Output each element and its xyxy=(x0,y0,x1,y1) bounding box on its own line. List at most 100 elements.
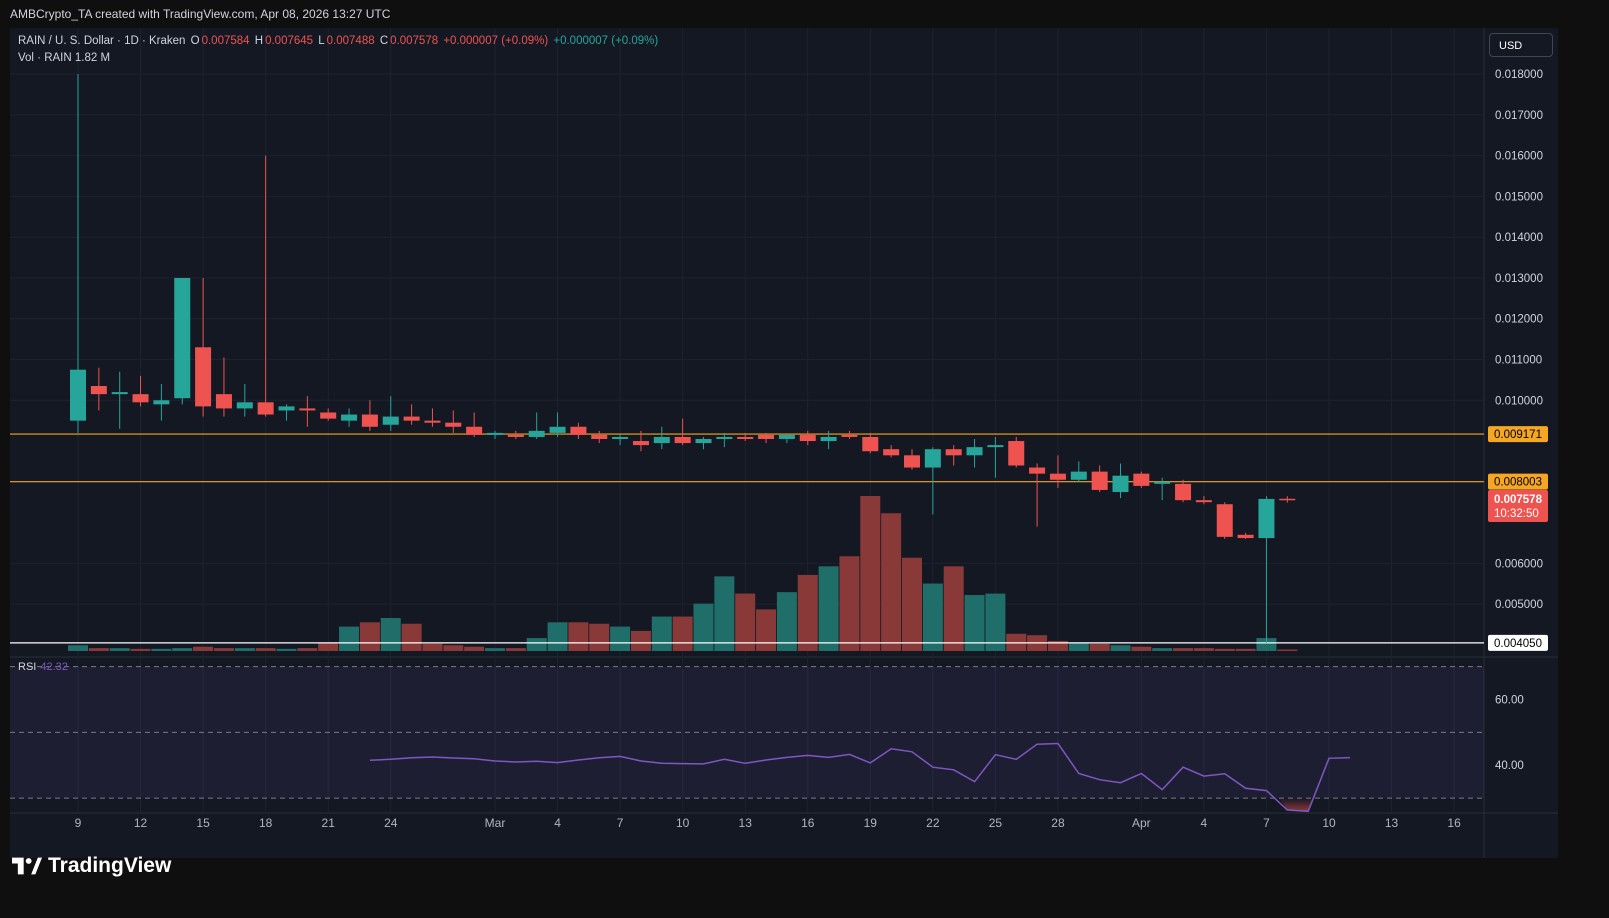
candle-body xyxy=(674,436,691,444)
x-tick-label: 16 xyxy=(1447,816,1461,830)
change-value-2: +0.000007 (+0.09%) xyxy=(553,35,659,47)
candle-body xyxy=(1154,481,1171,484)
y-tick-label: 0.011000 xyxy=(1495,355,1542,367)
candle-body xyxy=(1258,498,1275,539)
high-label: H xyxy=(254,35,264,47)
resistance-1-tag-bg xyxy=(1488,426,1548,443)
rsi-label[interactable]: RSI xyxy=(18,661,37,673)
tradingview-logo[interactable]: TradingView xyxy=(12,854,171,878)
volume-bar xyxy=(276,648,297,651)
resistance-1-tag: 0.009171 xyxy=(1494,429,1542,441)
brand-name: TradingView xyxy=(48,854,172,877)
candle-body xyxy=(257,402,274,415)
volume-bar xyxy=(505,648,526,651)
attribution-text: AMBCrypto_TA created with TradingView.co… xyxy=(10,7,391,21)
candle-body xyxy=(799,434,816,442)
candle-body xyxy=(758,434,775,439)
x-tick-label: 24 xyxy=(384,816,398,830)
volume-bar xyxy=(172,648,193,651)
y-tick-label: 0.005000 xyxy=(1495,599,1543,611)
x-tick-label: 13 xyxy=(1385,816,1399,830)
candle-body xyxy=(1237,534,1254,539)
volume-bar xyxy=(88,648,109,651)
volume-bar xyxy=(1214,648,1235,651)
x-tick-label: 16 xyxy=(801,816,815,830)
volume-bar xyxy=(1068,642,1089,651)
volume-bar xyxy=(193,646,214,651)
volume-bar xyxy=(151,648,172,651)
candle-body xyxy=(424,420,441,423)
close-label: C xyxy=(379,35,389,47)
currency-button[interactable]: USD xyxy=(1489,33,1553,57)
current-price-tag: 0.007578 xyxy=(1494,494,1543,506)
y-tick-label: 0.010000 xyxy=(1495,395,1543,407)
x-tick-label: 4 xyxy=(1201,816,1208,830)
candlesticks xyxy=(70,74,1296,643)
candle-body xyxy=(70,369,86,421)
candle-body xyxy=(966,447,983,456)
x-tick-label: 15 xyxy=(196,816,210,830)
volume-bar xyxy=(1110,645,1131,651)
ohlc-legend: RAIN / U. S. Dollar · 1D · Kraken O 0.007… xyxy=(18,35,660,47)
price-tags: 0.009171 0.008003 0.004050 0.007578 10:32:50 xyxy=(1488,426,1548,651)
candle-body xyxy=(841,434,858,437)
horizontal-levels[interactable] xyxy=(10,433,1484,644)
candle-body xyxy=(778,434,795,439)
x-tick-label: 7 xyxy=(617,816,624,830)
x-tick-label: 18 xyxy=(259,816,273,830)
volume-bar xyxy=(443,645,464,651)
y-tick-label: 0.013000 xyxy=(1495,273,1543,285)
y-tick-label: 0.012000 xyxy=(1495,314,1543,326)
volume-bar xyxy=(1277,649,1298,651)
candle-body xyxy=(862,436,879,452)
volume-bar xyxy=(109,648,130,651)
candle-body xyxy=(236,402,253,409)
volume-bar xyxy=(818,566,839,651)
candle-body xyxy=(507,434,524,437)
high-value: 0.007645 xyxy=(265,35,314,47)
candle-body xyxy=(570,426,587,435)
volume-label[interactable]: Vol · RAIN xyxy=(18,52,72,64)
candle-body xyxy=(612,436,629,439)
y-tick-label: 0.018000 xyxy=(1495,69,1543,81)
candle-body xyxy=(1091,471,1108,490)
volume-bar xyxy=(589,623,610,651)
y-tick-label: 0.017000 xyxy=(1495,110,1543,122)
volume-bar xyxy=(985,593,1006,651)
open-value: 0.007584 xyxy=(201,35,250,47)
volume-bar xyxy=(610,626,631,651)
x-tick-label: 12 xyxy=(134,816,148,830)
x-tick-label: Mar xyxy=(485,816,506,830)
volume-bar xyxy=(130,648,151,651)
candle-body xyxy=(1175,483,1192,501)
candle-body xyxy=(1070,471,1087,480)
x-tick-label: 13 xyxy=(739,816,753,830)
support-tag: 0.004050 xyxy=(1494,638,1542,650)
rsi-legend: RSI 42.32 xyxy=(18,661,68,673)
x-tick-label: 10 xyxy=(1322,816,1336,830)
candle-body xyxy=(403,416,420,421)
resistance-2-tag: 0.008003 xyxy=(1494,477,1542,489)
candle-body xyxy=(716,436,733,439)
rsi-line xyxy=(369,742,1350,813)
candle-body xyxy=(695,439,712,444)
volume-bar xyxy=(339,626,360,651)
volume-bar xyxy=(735,593,756,651)
volume-legend: Vol · RAIN 1.82 M xyxy=(18,52,110,64)
rsi-y-tick-label: 60.00 xyxy=(1495,694,1524,706)
x-tick-label: 22 xyxy=(926,816,940,830)
volume-bar xyxy=(693,603,714,651)
symbol-title[interactable]: RAIN / U. S. Dollar · 1D · Kraken xyxy=(18,35,186,47)
candle-body xyxy=(1216,504,1233,537)
volume-bar xyxy=(401,623,422,651)
candle-body xyxy=(1049,473,1066,480)
y-tick-label: 0.015000 xyxy=(1495,191,1543,203)
volume-bar xyxy=(776,592,797,651)
x-tick-label: 25 xyxy=(989,816,1003,830)
y-tick-label: 0.016000 xyxy=(1495,151,1543,163)
x-tick-label: 28 xyxy=(1051,816,1065,830)
candle-body xyxy=(382,416,399,425)
candle-body xyxy=(174,277,191,399)
volume-bar xyxy=(1131,646,1152,651)
